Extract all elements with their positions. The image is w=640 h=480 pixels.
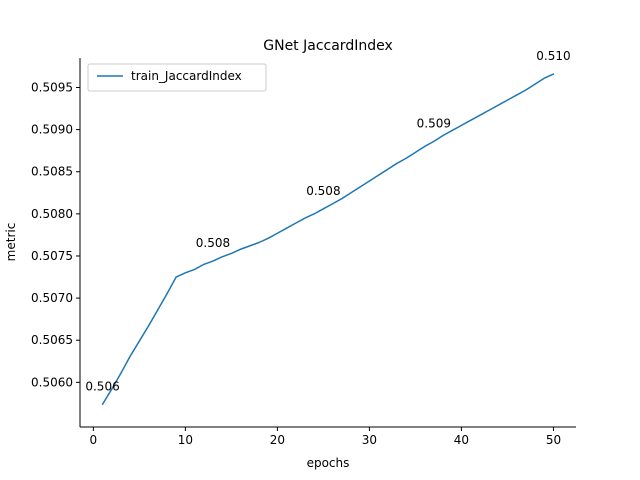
y-tick-label: 0.5085 bbox=[31, 165, 73, 179]
data-label: 0.509 bbox=[417, 116, 451, 130]
y-tick-label: 0.5060 bbox=[31, 375, 73, 389]
data-label: 0.508 bbox=[306, 184, 340, 198]
y-tick-label: 0.5090 bbox=[31, 123, 73, 137]
x-tick-label: 20 bbox=[270, 433, 285, 447]
data-label: 0.508 bbox=[196, 236, 230, 250]
annotation-layer: 0.506 0.508 0.508 0.509 0.510 bbox=[85, 49, 570, 393]
x-axis-label: epochs bbox=[307, 456, 350, 470]
y-tick-label: 0.5065 bbox=[31, 333, 73, 347]
x-tick-label: 0 bbox=[90, 433, 98, 447]
x-axis-ticks: 0 10 20 30 40 50 bbox=[90, 427, 561, 447]
data-label: 0.510 bbox=[536, 49, 570, 63]
legend-label: train_JaccardIndex bbox=[131, 69, 242, 83]
series-layer bbox=[101, 73, 555, 405]
x-tick-label: 30 bbox=[362, 433, 377, 447]
legend: train_JaccardIndex bbox=[87, 63, 267, 92]
series-line bbox=[101, 73, 555, 405]
y-tick-label: 0.5075 bbox=[31, 249, 73, 263]
y-tick-label: 0.5095 bbox=[31, 80, 73, 94]
x-tick-label: 10 bbox=[178, 433, 193, 447]
chart-title: GNet JaccardIndex bbox=[263, 38, 393, 54]
y-tick-label: 0.5080 bbox=[31, 207, 73, 221]
x-tick-label: 40 bbox=[454, 433, 469, 447]
y-tick-label: 0.5070 bbox=[31, 291, 73, 305]
legend-box bbox=[87, 63, 267, 92]
y-axis-ticks: 0.5060 0.5065 0.5070 0.5075 0.5080 0.5085 0.50… bbox=[31, 80, 80, 389]
y-axis-label: metric bbox=[4, 223, 18, 262]
data-label: 0.506 bbox=[85, 379, 119, 393]
x-tick-label: 50 bbox=[546, 433, 561, 447]
